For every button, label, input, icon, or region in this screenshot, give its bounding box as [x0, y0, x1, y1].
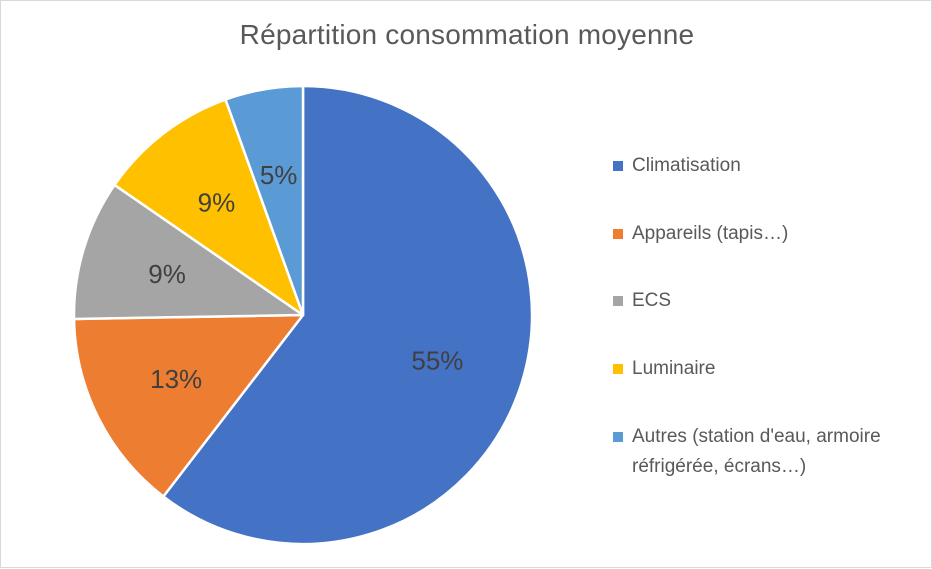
legend-swatch — [613, 364, 623, 374]
legend-item-luminaire: Luminaire — [613, 354, 923, 384]
legend-item-appareils: Appareils (tapis…) — [613, 219, 923, 249]
legend-label: ECS — [632, 290, 672, 311]
pie-slice-autres — [224, 84, 305, 317]
legend-label: Climatisation — [632, 155, 741, 176]
legend-item-climatisation: Climatisation — [613, 151, 923, 181]
legend-swatch — [613, 229, 623, 239]
legend-label: Autres (station d'eau, armoire réfrigéré… — [632, 426, 881, 477]
legend-item-autres: Autres (station d'eau, armoire réfrigéré… — [613, 422, 923, 482]
slice-label-appareils: 13% — [150, 364, 202, 394]
legend-swatch — [613, 432, 623, 442]
slice-label-ecs: 9% — [148, 259, 186, 289]
slice-label-luminaire: 9% — [198, 187, 236, 217]
pie-slice-luminaire — [113, 98, 305, 317]
legend-label: Appareils (tapis…) — [632, 223, 789, 244]
pie-slice-appareils — [72, 313, 305, 498]
legend-label: Luminaire — [632, 358, 716, 379]
chart-title: Répartition consommation moyenne — [239, 19, 695, 50]
legend-swatch — [613, 161, 623, 171]
legend-swatch — [613, 296, 623, 306]
legend-item-ecs: ECS — [613, 286, 923, 316]
pie-slice-climatisation — [162, 84, 534, 546]
pie-slice-ecs — [72, 183, 305, 321]
slice-label-climatisation: 55% — [411, 346, 463, 376]
slice-label-autres: 5% — [260, 160, 298, 190]
